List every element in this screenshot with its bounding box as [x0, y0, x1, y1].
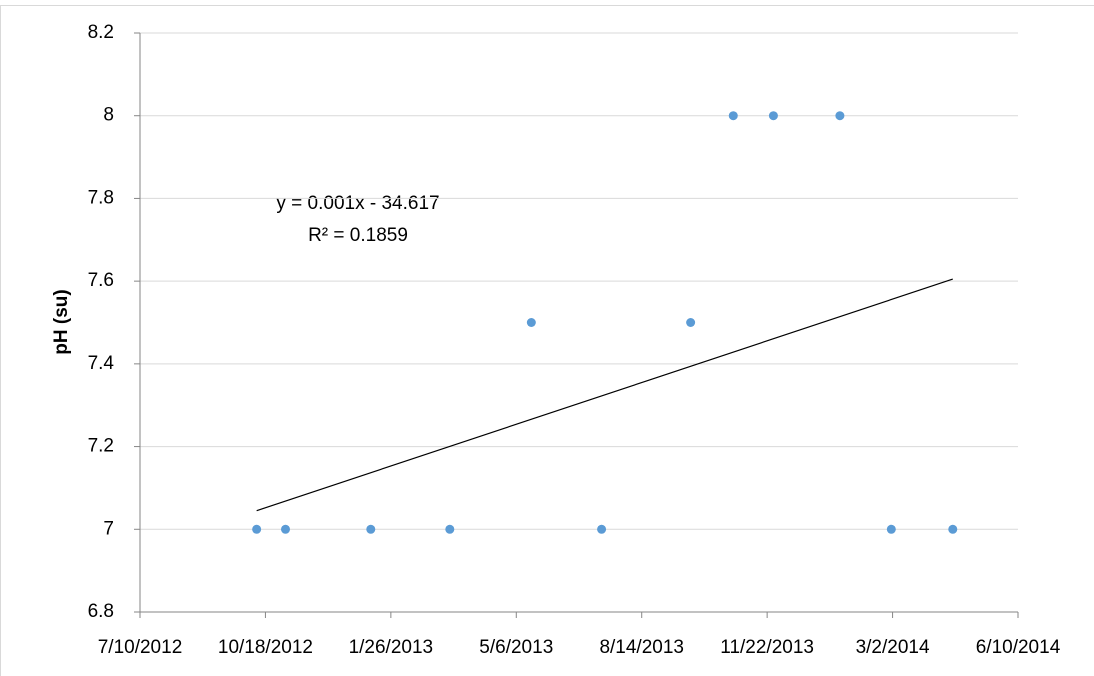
x-tick-label: 1/26/2013: [349, 637, 434, 658]
y-tick-label: 6.8: [88, 601, 114, 622]
point: [366, 524, 376, 534]
point: [948, 524, 958, 534]
y-tick-label: 7.2: [88, 436, 114, 457]
point: [280, 524, 290, 534]
point: [597, 524, 607, 534]
trend-equation: y = 0.001x - 34.617: [276, 193, 439, 214]
y-tick-label: 7: [103, 518, 114, 539]
chart-border: [0, 5, 1094, 676]
y-tick-label: 8.2: [88, 22, 114, 43]
point: [686, 318, 696, 327]
y-axis-label: pH (su): [51, 289, 72, 354]
y-tick-label: 7.4: [88, 353, 115, 374]
x-tick-label: 5/6/2013: [479, 637, 553, 658]
point: [835, 111, 845, 121]
y-tick-label: 7.6: [88, 270, 114, 291]
point: [252, 524, 262, 534]
trend-r2: R² = 0.1859: [308, 225, 408, 246]
x-tick-label: 6/10/2014: [976, 637, 1061, 658]
x-tick-label: 7/10/2012: [98, 637, 183, 658]
x-tick-label: 11/22/2013: [720, 637, 814, 658]
point: [728, 111, 738, 121]
point: [886, 524, 896, 534]
trendline: [256, 278, 953, 512]
x-tick-label: 3/2/2014: [856, 637, 930, 658]
y-tick-label: 7.8: [88, 187, 114, 208]
point: [768, 111, 778, 121]
x-tick-label: 10/18/2012: [218, 637, 313, 658]
y-tick-label: 8: [103, 105, 114, 126]
x-tick-label: 8/14/2013: [599, 637, 684, 658]
point: [445, 524, 455, 534]
point: [526, 318, 536, 327]
